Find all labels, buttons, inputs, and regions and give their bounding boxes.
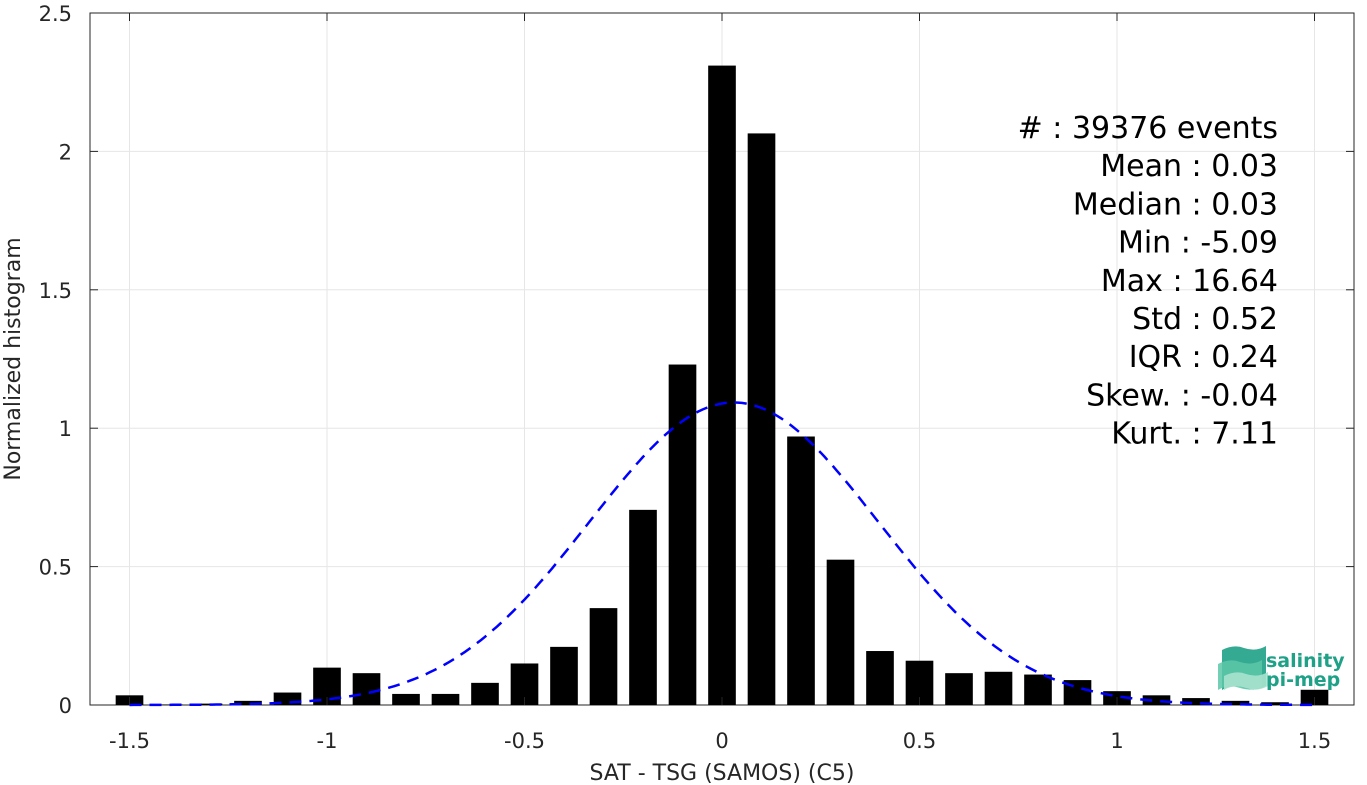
histogram-bar <box>629 509 657 705</box>
histogram-bar <box>984 671 1013 705</box>
x-axis-ticks: -1.5 -1 -0.5 0 0.5 1 1.5 <box>109 13 1331 753</box>
histogram-bar <box>826 559 855 705</box>
histogram-bar <box>866 651 894 705</box>
y-tick-label: 2 <box>59 140 72 164</box>
histogram-bar <box>1024 674 1052 705</box>
stat-line: # : 39376 events <box>1018 111 1278 146</box>
stat-line: Min : -5.09 <box>1118 226 1278 261</box>
histogram-bar <box>589 608 618 705</box>
y-tick-label: 0 <box>59 694 72 718</box>
x-tick-label: 1.5 <box>1298 729 1331 753</box>
logo-wave-icon <box>1218 646 1268 690</box>
histogram-bar <box>945 673 973 705</box>
stat-line: Max : 16.64 <box>1101 264 1278 299</box>
histogram-bar <box>392 693 420 705</box>
histogram-bar <box>194 703 223 705</box>
x-tick-label: 1 <box>1110 729 1123 753</box>
gaussian-fit-curve <box>129 401 1315 707</box>
stat-line: Median : 0.03 <box>1073 187 1278 222</box>
y-axis-label: Normalized histogram <box>1 237 26 480</box>
stat-line: Mean : 0.03 <box>1100 149 1278 184</box>
histogram-bar <box>550 646 578 705</box>
stat-line: Kurt. : 7.11 <box>1111 417 1278 452</box>
histogram-bar <box>471 682 499 705</box>
y-tick-label: 2.5 <box>39 2 72 26</box>
histogram-bar <box>352 673 381 705</box>
histogram-bar <box>431 693 460 705</box>
histogram-bar <box>708 65 736 706</box>
x-tick-label: -1.5 <box>109 729 150 753</box>
logo-text-pi-mep: pi-mep <box>1266 669 1340 691</box>
x-tick-label: 0.5 <box>903 729 936 753</box>
y-axis-ticks: 0 0.5 1 1.5 2 2.5 <box>39 2 1354 718</box>
histogram-bar <box>668 364 697 705</box>
stat-line: Std : 0.52 <box>1132 302 1278 337</box>
salinity-pi-mep-logo: salinity pi-mep <box>1218 646 1345 691</box>
histogram-bar <box>1142 695 1171 705</box>
x-axis-label: SAT - TSG (SAMOS) (C5) <box>590 761 855 785</box>
x-tick-label: -0.5 <box>504 729 545 753</box>
logo-text-salinity: salinity <box>1266 650 1345 672</box>
stat-line: Skew. : -0.04 <box>1086 378 1278 413</box>
stat-line: IQR : 0.24 <box>1129 340 1278 375</box>
histogram-bar <box>155 704 183 705</box>
histogram-bar <box>1182 698 1210 705</box>
y-tick-label: 1.5 <box>39 279 72 303</box>
x-tick-label: 0 <box>715 729 728 753</box>
x-tick-label: -1 <box>317 729 338 753</box>
histogram-bar <box>787 436 815 705</box>
histogram-bar <box>1261 702 1289 705</box>
histogram-bar <box>1221 700 1250 705</box>
histogram-bar <box>234 700 262 705</box>
histogram-bar <box>747 133 776 705</box>
y-tick-label: 0.5 <box>39 556 72 580</box>
y-tick-label: 1 <box>59 417 72 441</box>
